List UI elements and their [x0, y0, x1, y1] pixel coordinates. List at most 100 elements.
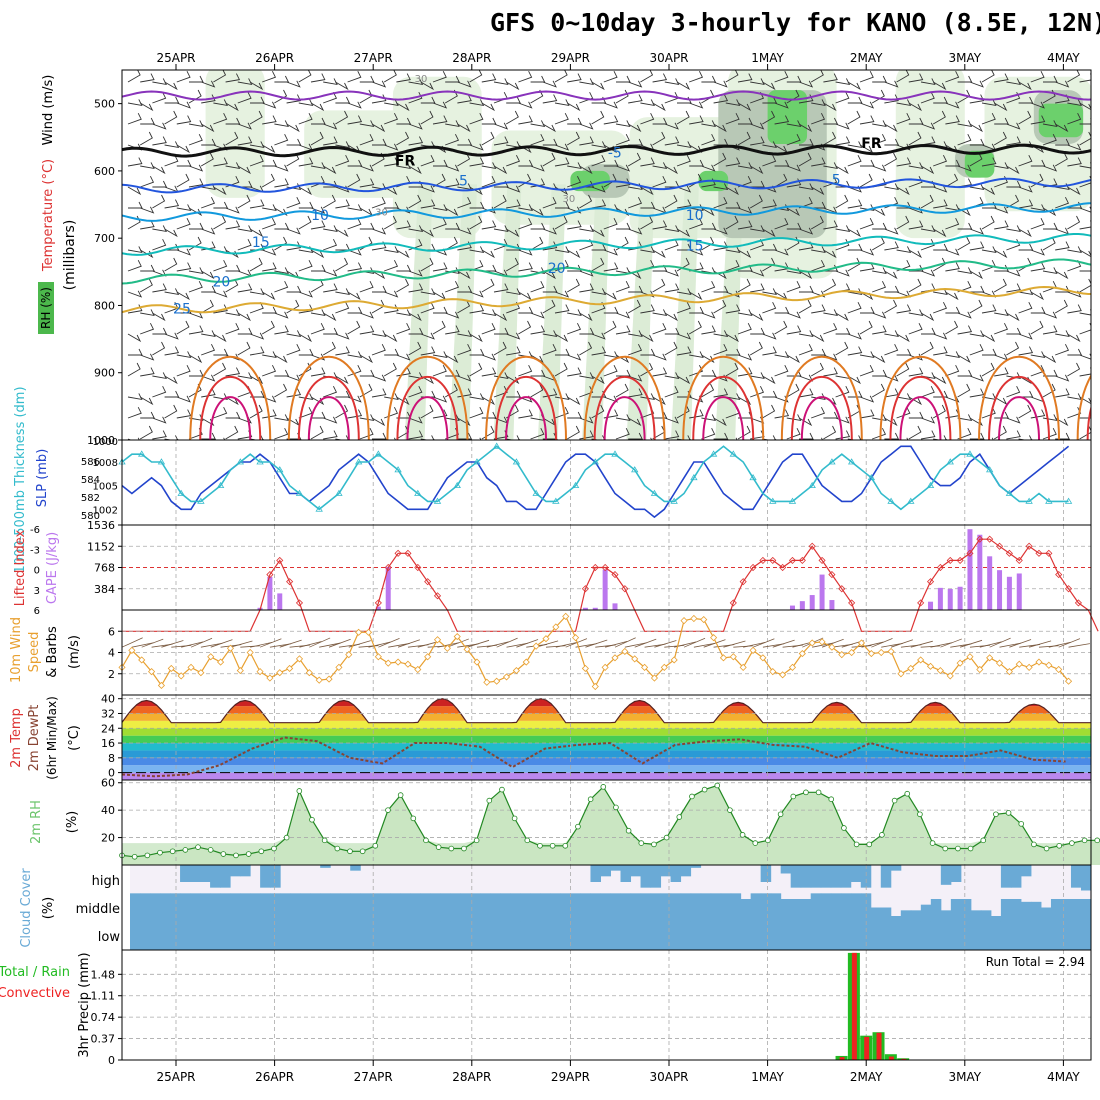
rh-marker — [309, 816, 315, 823]
wind-barb — [615, 207, 630, 217]
wind-barb — [676, 346, 692, 356]
wind-speed-marker — [1055, 665, 1063, 674]
wind-barb — [530, 325, 546, 335]
wind-barb — [262, 248, 277, 256]
wind-barb — [1055, 241, 1070, 251]
warm-contour-loop — [1086, 405, 1091, 440]
cloud-high-cell — [650, 865, 662, 888]
wind-barb — [615, 89, 629, 104]
wind-barb — [262, 70, 277, 83]
wind-barb — [615, 280, 630, 293]
wind-barb — [347, 70, 362, 83]
wind-barb — [774, 364, 789, 377]
wind-barb — [774, 409, 790, 419]
wind-barb — [420, 199, 436, 209]
wind-barb — [603, 115, 619, 125]
wind-barb — [994, 264, 1009, 272]
cloud-high-cell — [780, 865, 792, 874]
wind-barb — [933, 96, 948, 104]
li-marker — [739, 578, 747, 586]
rh-marker — [866, 841, 873, 848]
wind-barb — [567, 162, 582, 169]
wind-barb — [518, 306, 534, 314]
wind-speed-marker — [384, 659, 392, 667]
wind-barb — [908, 264, 924, 272]
wind-barb — [945, 101, 960, 109]
wind-barb — [335, 375, 349, 385]
thickness-marker — [808, 481, 816, 489]
cloud-middle-cell — [250, 893, 261, 922]
slp-tick-label: 1008 — [93, 458, 118, 469]
rh-marker — [815, 789, 822, 796]
slp-axis-label: SLP (mb) — [35, 449, 50, 508]
cape-tick-label: 768 — [94, 562, 115, 575]
wind-barb — [432, 409, 448, 419]
wind-barb — [347, 115, 363, 125]
cloud-middle-cell — [320, 893, 331, 922]
wind-barb — [164, 332, 179, 340]
wind-barb — [1043, 222, 1058, 230]
wind-barb — [274, 369, 290, 377]
wind-barb — [298, 201, 314, 209]
wind-barb — [725, 304, 741, 314]
thickness-marker — [335, 489, 343, 496]
wind-barb — [640, 201, 656, 209]
wind-tick-label: 6 — [108, 625, 115, 638]
wind-barb — [176, 115, 192, 125]
wind-barb — [213, 406, 228, 419]
cloud-middle-cell — [450, 893, 461, 922]
wind-barb — [811, 201, 826, 209]
rh-marker — [575, 823, 581, 830]
cloud-high-cell — [630, 865, 642, 877]
wind-barb — [432, 364, 447, 377]
wind-barb — [359, 414, 375, 421]
cloud-high-cell — [670, 865, 682, 882]
cloud-middle-cell — [440, 893, 451, 922]
wind-barb — [908, 411, 924, 419]
wind-barb — [335, 301, 350, 314]
cape-bar — [947, 588, 953, 610]
wind-barb — [1092, 166, 1100, 173]
wind-barb — [738, 117, 753, 125]
wind-barb — [542, 299, 556, 314]
wind-speed-marker — [641, 663, 649, 671]
bottom-date-label: 2MAY — [850, 1070, 883, 1084]
wind-barb — [835, 312, 849, 322]
li-marker — [926, 578, 935, 586]
wind-barb — [725, 290, 740, 298]
wind-barb — [555, 201, 570, 209]
wind-barb — [810, 215, 824, 230]
rh-tick-label: 40 — [101, 804, 115, 817]
wind-barb — [957, 383, 971, 398]
wind-barb — [298, 70, 312, 83]
wind-barb — [701, 311, 716, 319]
wind-barb — [1042, 236, 1056, 251]
thickness-marker — [1064, 497, 1073, 504]
wind-barb — [384, 99, 399, 106]
cape-bar — [977, 534, 983, 610]
wind-barb — [335, 141, 351, 148]
surface-wind-barb — [190, 637, 213, 648]
thickness-marker — [887, 497, 895, 504]
wind-barb — [371, 388, 387, 398]
wind-speed-marker — [798, 649, 806, 658]
wind-barb — [627, 417, 642, 427]
cloud-middle-cell — [490, 893, 501, 922]
li-marker — [621, 585, 629, 593]
wind-barb — [676, 332, 692, 340]
wind-barb — [506, 288, 521, 295]
wind-speed-marker — [493, 677, 501, 685]
rh-shade-green — [964, 150, 995, 178]
wind-barb — [176, 306, 192, 314]
wind-barb — [701, 75, 717, 83]
wind-barb — [469, 246, 485, 253]
wind-barb — [201, 138, 216, 146]
surface-wind-barb — [772, 639, 795, 648]
cloud-middle-cell — [350, 893, 361, 922]
wind-barb — [225, 206, 240, 214]
wind-barb — [542, 138, 558, 146]
wind-barb — [554, 393, 570, 400]
cape-bar — [997, 570, 1003, 610]
top-date-label: 25APR — [156, 51, 195, 65]
wind-barb — [920, 430, 936, 440]
